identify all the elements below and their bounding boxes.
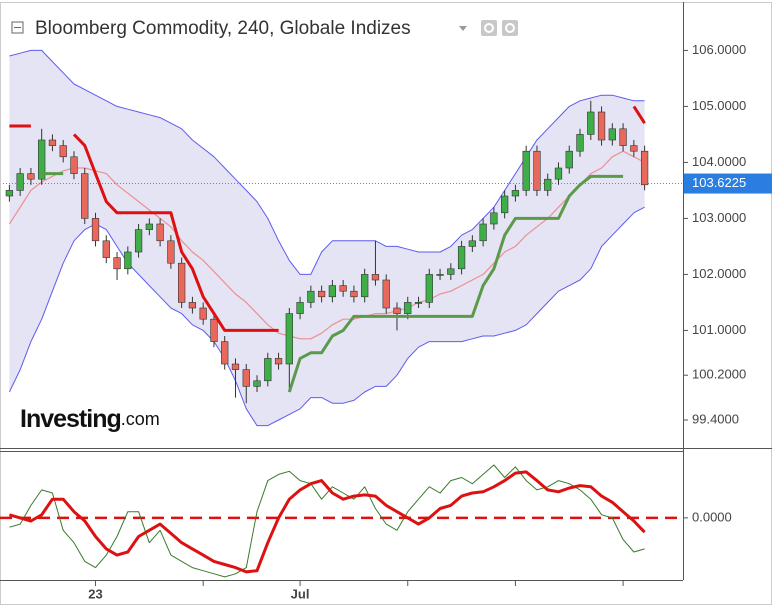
band-fill — [9, 50, 645, 426]
candle-body — [328, 285, 337, 298]
candle-body — [490, 212, 498, 225]
x-tick-label: 23 — [88, 586, 102, 601]
candle-body — [188, 302, 197, 309]
trend-line — [41, 172, 624, 393]
chart-title: Bloomberg Commodity, 240, Globale Indize… — [35, 18, 411, 39]
settings-icon — [505, 23, 515, 33]
last-price-label: 103.6225 — [692, 175, 746, 190]
candle-body — [242, 369, 250, 387]
candle-body — [371, 274, 380, 281]
y-tick-label: 106.0000 — [692, 42, 746, 57]
middle-band — [8, 150, 645, 340]
candle-body — [619, 128, 627, 146]
plot-layer — [0, 49, 683, 427]
y-tick-label: 105.0000 — [692, 98, 746, 113]
candle-body — [231, 363, 240, 370]
candle-body — [16, 173, 24, 191]
candle-body — [404, 302, 412, 314]
candle-body — [38, 139, 46, 180]
candle-body — [307, 290, 315, 303]
candle-body — [199, 307, 207, 320]
candle-body — [124, 251, 132, 270]
settings-button[interactable] — [481, 20, 497, 36]
last-price-box — [684, 173, 772, 194]
candle-body — [81, 173, 89, 219]
candle-body — [544, 178, 552, 191]
settings-icon — [484, 23, 494, 33]
y-tick-label: 103.0000 — [692, 210, 746, 225]
candle-body — [565, 150, 573, 169]
candle-body — [436, 274, 444, 276]
candle-body — [210, 318, 218, 342]
candle-body — [414, 302, 423, 304]
candle-body — [479, 223, 487, 242]
candle-body — [48, 139, 57, 146]
y-tick-label: 100.2000 — [692, 367, 746, 382]
candle-body — [457, 246, 466, 270]
candle-body — [393, 307, 401, 314]
candle-body — [511, 190, 520, 197]
candle-body — [178, 262, 186, 303]
dropdown-arrow[interactable] — [459, 26, 467, 31]
candle-body — [554, 167, 563, 180]
candle-body — [317, 290, 326, 298]
candle-body — [597, 111, 606, 141]
candle-body — [264, 358, 272, 382]
candle-body — [113, 257, 121, 270]
candle-body — [576, 134, 584, 152]
candle-body — [70, 156, 78, 174]
candle-body — [587, 111, 595, 135]
y-tick-label: 101.0000 — [692, 322, 746, 337]
candle-body — [640, 150, 649, 186]
candle-body — [221, 341, 229, 365]
x-tick-label: Jul — [291, 586, 310, 601]
candle-body — [608, 128, 616, 141]
logo-suffix: .com — [121, 409, 160, 429]
y-tick-label: 99.4000 — [692, 411, 739, 426]
y-tick-label: 0.0000 — [692, 509, 732, 524]
candle-body — [296, 302, 304, 314]
lower-band — [8, 206, 645, 427]
y-tick-label: 104.0000 — [692, 154, 746, 169]
candle-body — [274, 358, 283, 365]
candle-body — [91, 218, 100, 242]
candle-body — [382, 279, 390, 309]
candle-body — [59, 145, 67, 158]
candle-body — [468, 240, 476, 247]
candle-body — [5, 190, 14, 197]
candle-body — [350, 290, 358, 298]
candle-body — [285, 313, 293, 365]
candle-body — [533, 150, 541, 191]
candle-body — [501, 195, 509, 214]
logo-name: Investing — [20, 405, 121, 433]
oscillator-line — [9, 464, 645, 578]
oscillator-line — [8, 470, 646, 574]
trend-line — [9, 105, 646, 332]
candle-body — [102, 240, 110, 258]
upper-band — [9, 49, 645, 275]
logo: Investing.com — [20, 405, 160, 433]
y-tick-label: 102.0000 — [692, 266, 746, 281]
candle-body — [630, 145, 638, 152]
candle-body — [156, 223, 164, 242]
candle-body — [167, 240, 175, 264]
candle-body — [27, 173, 35, 180]
settings-button[interactable] — [502, 20, 518, 36]
candle-body — [425, 274, 433, 303]
candle-body — [361, 274, 369, 298]
candle-body — [253, 380, 261, 387]
candle-body — [145, 223, 153, 230]
candle-body — [339, 285, 347, 292]
candle-body — [134, 229, 143, 253]
candle-body — [522, 150, 530, 191]
candle-body — [447, 268, 455, 275]
